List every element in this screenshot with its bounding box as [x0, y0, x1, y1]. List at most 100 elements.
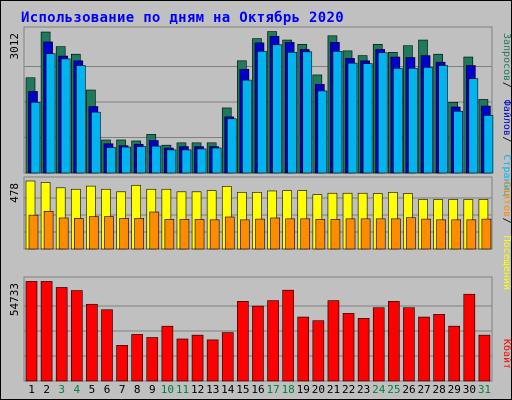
- day-label-5: 5: [89, 383, 96, 396]
- bar-kbytes-day-17: [267, 300, 279, 382]
- day-label-15: 15: [236, 383, 249, 396]
- bar-pages-day-4: [75, 65, 86, 174]
- bar-kbytes-day-28: [433, 314, 445, 382]
- bar-sites-day-8: [134, 218, 144, 250]
- day-label-22: 22: [342, 383, 355, 396]
- bar-pages-day-8: [136, 146, 146, 174]
- bar-kbytes-day-24: [372, 307, 385, 382]
- bar-sites-day-26: [406, 217, 416, 250]
- bar-pages-day-16: [257, 51, 267, 174]
- bar-pages-day-10: [166, 149, 177, 174]
- y-max-label-visits-sites: 478: [8, 183, 21, 203]
- legend-files: Файлов: [501, 100, 511, 136]
- bar-kbytes-day-19: [297, 316, 310, 382]
- bar-sites-day-16: [255, 218, 265, 250]
- bar-sites-day-31: [481, 218, 492, 250]
- bar-kbytes-day-3: [55, 287, 68, 382]
- y-max-label-hits-files-pages: 3012: [8, 33, 21, 60]
- bar-pages-day-2: [45, 53, 56, 174]
- bar-pages-day-30: [468, 78, 479, 174]
- legend-kbytes: Кбайт: [501, 339, 511, 369]
- day-label-18: 18: [282, 383, 295, 396]
- bar-pages-day-3: [60, 58, 71, 174]
- day-label-11: 11: [176, 383, 189, 396]
- day-label-1: 1: [28, 383, 35, 396]
- bar-sites-day-15: [240, 219, 250, 250]
- bar-pages-day-15: [242, 79, 252, 174]
- day-label-26: 26: [402, 383, 415, 396]
- bar-kbytes-day-12: [191, 334, 204, 382]
- bar-kbytes-day-25: [388, 301, 400, 382]
- bar-sites-day-17: [270, 217, 280, 250]
- day-label-2: 2: [43, 383, 50, 396]
- bar-pages-day-13: [211, 147, 222, 174]
- bar-pages-day-18: [287, 52, 297, 174]
- bar-sites-day-24: [375, 218, 386, 250]
- bar-pages-day-21: [332, 51, 343, 174]
- bar-sites-day-28: [436, 219, 446, 250]
- day-label-16: 16: [251, 383, 264, 396]
- bar-sites-day-13: [209, 219, 220, 250]
- bar-kbytes-day-6: [101, 309, 113, 382]
- bar-kbytes-day-15: [237, 301, 249, 382]
- day-label-17: 17: [266, 383, 279, 396]
- day-label-7: 7: [119, 383, 126, 396]
- day-label-9: 9: [149, 383, 156, 396]
- bar-sites-day-5: [89, 216, 99, 250]
- bar-kbytes-day-1: [25, 281, 38, 382]
- bar-kbytes-day-16: [252, 305, 264, 382]
- bar-sites-day-14: [224, 216, 235, 250]
- bar-pages-day-14: [226, 118, 237, 174]
- bar-kbytes-day-10: [161, 325, 174, 382]
- bar-pages-day-20: [317, 90, 328, 174]
- bar-kbytes-day-29: [448, 325, 461, 382]
- bar-pages-day-28: [438, 65, 448, 174]
- bar-pages-day-23: [362, 63, 373, 174]
- bar-pages-day-31: [483, 115, 494, 174]
- day-label-13: 13: [206, 383, 219, 396]
- day-label-20: 20: [312, 383, 325, 396]
- bar-kbytes-day-23: [357, 318, 370, 382]
- bar-sites-day-25: [391, 218, 401, 250]
- bar-pages-day-5: [91, 111, 101, 174]
- day-label-24: 24: [372, 383, 386, 396]
- legend-separator-0: /: [501, 218, 511, 224]
- bar-kbytes-day-21: [327, 300, 340, 382]
- bar-kbytes-day-2: [40, 281, 53, 382]
- bar-sites-day-30: [466, 219, 477, 250]
- bar-kbytes-day-13: [206, 339, 219, 382]
- bar-pages-day-7: [121, 146, 131, 174]
- day-label-4: 4: [74, 383, 81, 396]
- bar-pages-day-9: [151, 145, 162, 174]
- bar-sites-day-4: [73, 218, 84, 250]
- bar-sites-day-11: [179, 219, 190, 250]
- bar-sites-day-19: [300, 218, 311, 250]
- day-label-8: 8: [134, 383, 141, 396]
- legend-separator-1: /: [501, 136, 511, 142]
- bar-kbytes-day-30: [463, 293, 476, 382]
- day-label-3: 3: [58, 383, 65, 396]
- legend-pages: Страниц: [501, 154, 511, 196]
- day-label-31: 31: [478, 383, 491, 396]
- bar-pages-day-24: [377, 52, 388, 174]
- bar-kbytes-day-9: [146, 337, 159, 382]
- bar-pages-day-22: [347, 62, 358, 174]
- bar-kbytes-day-22: [342, 313, 355, 382]
- day-label-25: 25: [387, 383, 400, 396]
- bar-sites-day-29: [451, 219, 462, 250]
- day-label-29: 29: [448, 383, 461, 396]
- bar-pages-day-25: [393, 68, 403, 174]
- day-label-19: 19: [297, 383, 310, 396]
- bar-kbytes-day-18: [282, 289, 294, 382]
- day-label-10: 10: [161, 383, 174, 396]
- bar-kbytes-day-7: [116, 345, 128, 382]
- bar-kbytes-day-11: [176, 338, 189, 382]
- bar-sites-day-3: [58, 217, 69, 250]
- bar-kbytes-day-5: [86, 303, 98, 382]
- bar-sites-day-27: [421, 218, 431, 250]
- day-label-27: 27: [417, 383, 430, 396]
- bar-sites-day-18: [285, 218, 295, 250]
- y-max-label-kbytes: 54733: [8, 283, 21, 316]
- legend-sites: Сайтов: [501, 181, 511, 217]
